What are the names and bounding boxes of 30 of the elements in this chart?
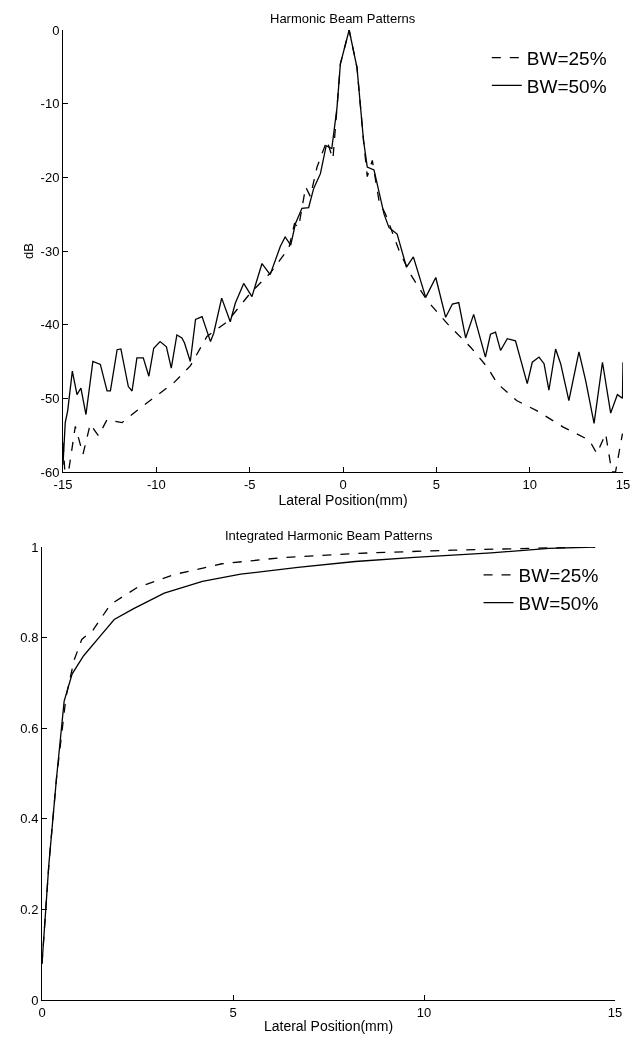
legend-label: BW=25%: [526, 48, 607, 70]
y-tick-label: 0: [52, 22, 60, 38]
y-tick-label: -20: [40, 169, 60, 185]
y-tick-label: 1: [31, 539, 39, 555]
x-tick-label: 10: [522, 476, 537, 492]
x-tick-label: 10: [416, 1004, 432, 1020]
x-tick-label: 15: [615, 476, 631, 492]
x-axis-title: Lateral Position(mm): [278, 491, 408, 508]
y-tick-label: -10: [40, 96, 60, 112]
y-axis-title: dB: [20, 243, 36, 259]
chart-title: Integrated Harmonic Beam Patterns: [225, 528, 433, 543]
y-tick-label: 0: [31, 992, 39, 1008]
x-tick-label: 5: [229, 1004, 237, 1020]
legend-label: BW=50%: [526, 75, 607, 97]
y-tick-label: 0.4: [20, 811, 39, 827]
y-tick-label: 0.8: [20, 630, 39, 646]
chart-title: Harmonic Beam Patterns: [270, 11, 416, 26]
x-tick-label: 15: [607, 1004, 623, 1020]
y-tick-label: -30: [40, 243, 60, 259]
y-tick-label: -50: [40, 390, 60, 406]
legend-label: BW=25%: [518, 565, 599, 587]
y-tick-label: -40: [40, 317, 60, 333]
x-axis-title: Lateral Position(mm): [263, 1017, 394, 1034]
x-tick-label: -5: [243, 476, 256, 492]
x-tick-label: -10: [146, 476, 166, 492]
x-tick-label: 0: [339, 476, 347, 492]
y-tick-label: 0.6: [20, 720, 39, 736]
x-tick-label: 5: [432, 476, 440, 492]
legend-label: BW=50%: [518, 593, 599, 615]
y-tick-label: 0.2: [20, 901, 39, 917]
